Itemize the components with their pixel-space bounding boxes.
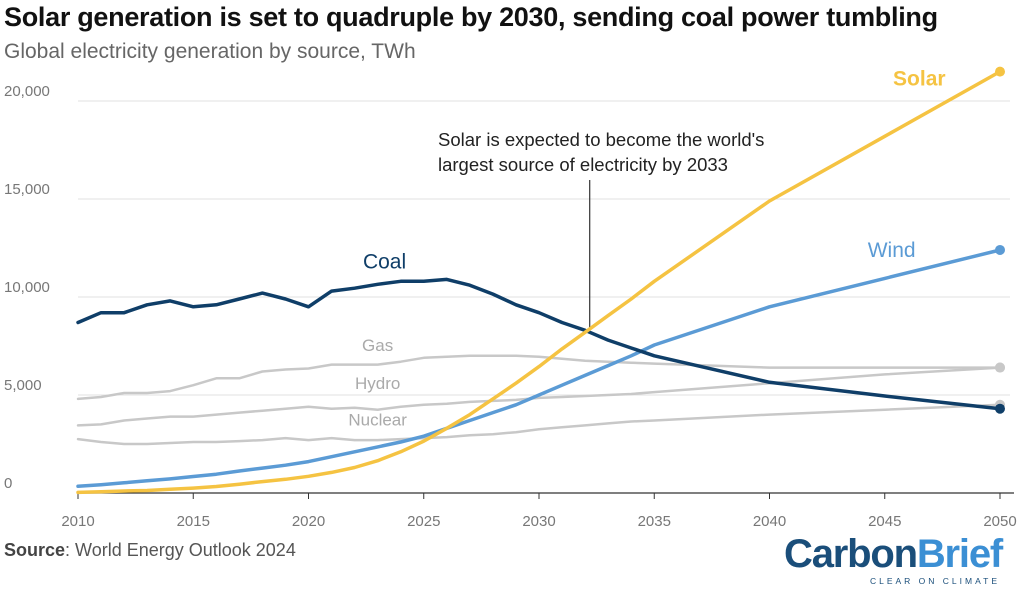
series-line-nuclear: [76, 403, 1002, 446]
series-label-hydro: Hydro: [355, 374, 400, 393]
x-tick-label: 2040: [753, 513, 786, 530]
logo-part2: Brief: [916, 532, 1003, 576]
carbonbrief-logo: CarbonBrief CLEAR ON CLIMATE: [784, 532, 1003, 588]
x-tick-label: 2045: [868, 513, 901, 530]
series-label-gas: Gas: [362, 336, 393, 355]
y-tick-label: 5,000: [4, 377, 42, 394]
annotation-text: largest source of electricity by 2033: [438, 154, 728, 175]
y-axis-ticks: 0 5,000 10,000 15,000 20,000: [4, 83, 50, 492]
series-label-nuclear: Nuclear: [348, 410, 407, 429]
x-tick-label: 2015: [177, 513, 210, 530]
x-tick-label: 2035: [638, 513, 671, 530]
x-tick-label: 2010: [61, 513, 94, 530]
y-tick-label: 15,000: [4, 181, 50, 198]
series-end-dot-wind: [995, 244, 1005, 255]
source-text: : World Energy Outlook 2024: [65, 540, 296, 560]
series-label-coal: Coal: [363, 251, 406, 274]
x-tick-label: 2030: [522, 513, 555, 530]
series-label-solar: Solar: [893, 67, 946, 90]
series-line-wind: [76, 248, 1002, 489]
x-tick-label: 2050: [983, 513, 1016, 530]
logo-part1: Carbon: [784, 532, 918, 576]
gridlines: [78, 100, 1010, 396]
x-axis: 2010 2015 2020 2025 2030 2035 2040 2045 2050: [61, 492, 1017, 530]
series-end-dot-coal: [995, 403, 1005, 414]
x-tick-label: 2020: [292, 513, 325, 530]
series-line-hydro: [76, 366, 1002, 427]
y-tick-label: 20,000: [4, 83, 50, 100]
logo-tagline: CLEAR ON CLIMATE: [869, 576, 1000, 586]
series-line-coal: [76, 277, 1002, 411]
series-labels: Coal Solar Wind Gas Hydro Nuclear: [348, 67, 945, 429]
annotation: Solar is expected to become the world's l…: [438, 129, 764, 331]
series-line-solar: [76, 69, 1002, 495]
series-end-dot-hydro: [995, 362, 1005, 373]
source-note: Source: World Energy Outlook 2024: [4, 540, 296, 561]
series-end-dot-solar: [995, 66, 1005, 77]
source-label: Source: [4, 540, 66, 560]
logo-wordmark: CarbonBrief: [784, 532, 1003, 576]
y-tick-label: 10,000: [4, 279, 50, 296]
series-label-wind: Wind: [868, 239, 916, 262]
y-tick-label: 0: [4, 475, 12, 492]
x-tick-label: 2025: [407, 513, 440, 530]
chart-subtitle: Global electricity generation by source,…: [4, 40, 416, 63]
series-lines: [76, 66, 1005, 495]
chart-title: Solar generation is set to quadruple by …: [4, 2, 938, 32]
annotation-text: Solar is expected to become the world's: [438, 129, 764, 150]
